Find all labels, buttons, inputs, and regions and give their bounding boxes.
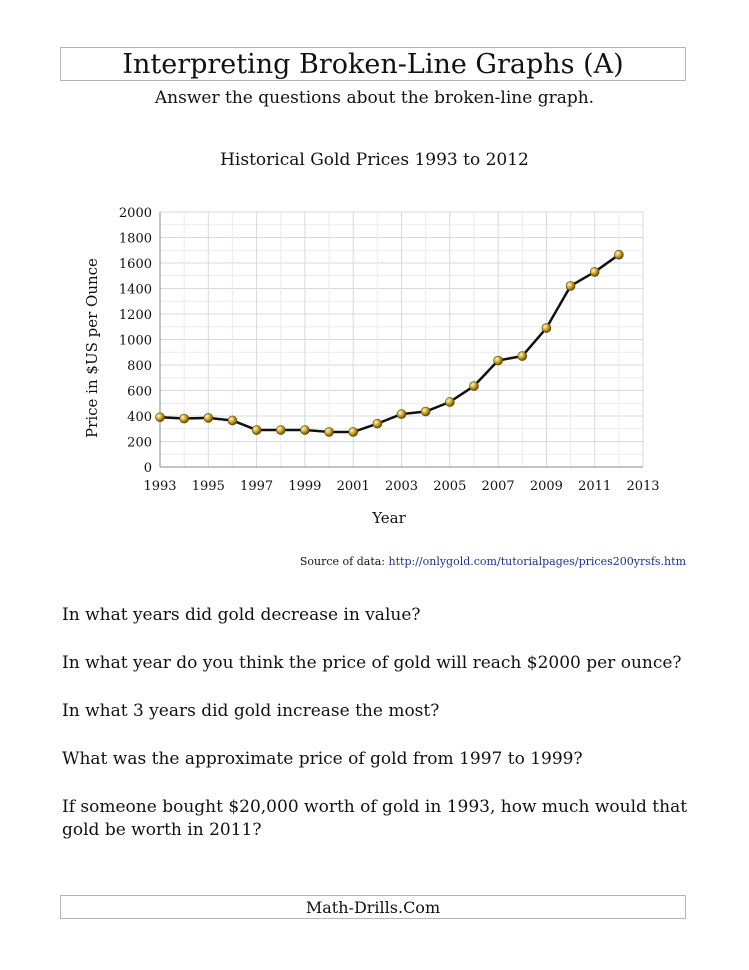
- x-tick-label: 2003: [385, 479, 418, 494]
- y-tick-label: 400: [127, 410, 152, 425]
- chart-title: Historical Gold Prices 1993 to 2012: [220, 150, 529, 170]
- y-tick-label: 1600: [119, 257, 152, 272]
- data-point: [251, 425, 262, 435]
- x-axis-label: Year: [371, 509, 406, 527]
- x-tick-label: 2001: [337, 479, 370, 494]
- question-2: In what year do you think the price of g…: [62, 653, 682, 673]
- question-5: If someone bought $20,000 worth of gold …: [62, 797, 688, 840]
- y-tick-label: 1400: [119, 283, 152, 298]
- data-point: [348, 427, 359, 437]
- x-tick-label: 1999: [288, 479, 321, 494]
- data-point: [324, 427, 334, 437]
- worksheet-title: Interpreting Broken-Line Graphs (A): [60, 47, 686, 81]
- data-source: Source of data: http://onlygold.com/tuto…: [0, 555, 686, 568]
- y-tick-label: 1800: [119, 232, 152, 247]
- series-line: [159, 253, 620, 434]
- question-3: In what 3 years did gold increase the mo…: [62, 701, 440, 721]
- chart-axes: [159, 212, 643, 468]
- question-list: In what years did gold decrease in value…: [62, 604, 702, 867]
- data-point: [469, 381, 479, 391]
- chart-grid: [159, 211, 644, 468]
- data-point: [203, 413, 214, 423]
- worksheet-subtitle: Answer the questions about the broken-li…: [154, 88, 595, 108]
- x-tick-label: 2007: [482, 479, 515, 494]
- y-tick-label: 2000: [119, 206, 152, 221]
- data-point: [614, 249, 624, 260]
- y-tick-label: 600: [127, 385, 152, 400]
- y-tick-label: 1200: [119, 308, 152, 323]
- data-point: [444, 397, 455, 407]
- x-tick-label: 2011: [578, 479, 611, 494]
- data-point: [565, 281, 576, 291]
- y-tick-label: 0: [144, 461, 152, 476]
- chart-series: [155, 249, 624, 437]
- data-point: [517, 351, 528, 361]
- data-point: [493, 355, 503, 366]
- data-point: [372, 418, 383, 429]
- y-tick-label: 800: [127, 359, 152, 374]
- source-link[interactable]: http://onlygold.com/tutorialpages/prices…: [388, 555, 686, 568]
- x-tick-label: 2005: [433, 479, 466, 494]
- data-point: [227, 415, 238, 426]
- x-tick-label: 2009: [530, 479, 563, 494]
- gold-price-chart: 0 200 400 600 800 1000 1200 1400 1600 1800 2000 199…: [83, 206, 660, 527]
- x-tick-label: 1993: [143, 479, 176, 494]
- data-point: [300, 425, 310, 435]
- source-label: Source of data:: [299, 555, 386, 568]
- data-point: [396, 409, 407, 419]
- data-point: [420, 406, 431, 417]
- y-axis-label: Price in $US per Ounce: [83, 258, 101, 438]
- y-tick-label: 1000: [119, 334, 152, 349]
- data-point: [589, 267, 600, 277]
- chart-tick-labels: 0 200 400 600 800 1000 1200 1400 1600 1800 2000 199…: [119, 206, 660, 494]
- data-point: [155, 412, 165, 423]
- x-tick-label: 1997: [240, 479, 273, 494]
- data-point: [179, 413, 189, 424]
- footer: Math-Drills.Com: [60, 895, 686, 919]
- y-tick-label: 200: [127, 436, 152, 451]
- data-point: [541, 323, 552, 333]
- data-point: [275, 425, 286, 435]
- x-tick-label: 2013: [626, 479, 659, 494]
- question-4: What was the approximate price of gold f…: [62, 749, 583, 769]
- x-tick-label: 1995: [192, 479, 225, 494]
- question-1: In what years did gold decrease in value…: [62, 605, 421, 625]
